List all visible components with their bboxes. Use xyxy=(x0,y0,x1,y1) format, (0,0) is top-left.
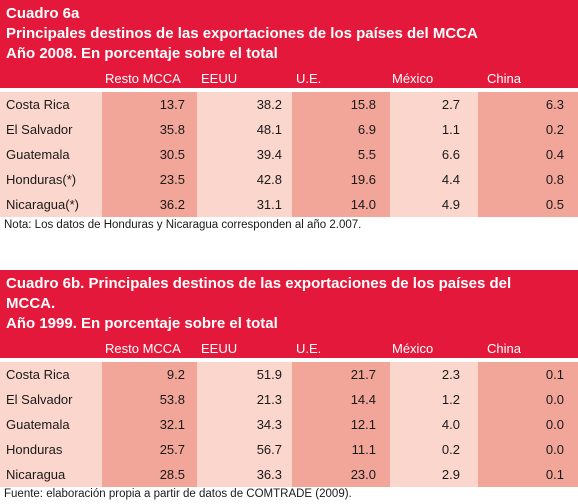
table-6a-title: Cuadro 6a Principales destinos de las ex… xyxy=(0,0,578,70)
row-label: Guatemala xyxy=(0,412,102,437)
col-header-mexico: México xyxy=(392,341,434,356)
col-header-ue: U.E. xyxy=(296,341,322,356)
cell-value: 6.9 xyxy=(292,117,390,142)
col-header-china: China xyxy=(487,341,521,356)
cell-value: 9.2 xyxy=(102,362,197,387)
cell-value: 1.2 xyxy=(390,387,478,412)
table-6a: Cuadro 6a Principales destinos de las ex… xyxy=(0,0,578,217)
cell-value: 4.0 xyxy=(390,412,478,437)
cell-value: 30.5 xyxy=(102,142,197,167)
table-6b-title-line1: Cuadro 6b. Principales destinos de las e… xyxy=(6,275,512,292)
cell-value: 0.0 xyxy=(478,437,578,462)
cell-value: 15.8 xyxy=(292,92,390,117)
cell-value: 38.2 xyxy=(197,92,292,117)
col-header-china: China xyxy=(487,71,521,86)
cell-value: 23.5 xyxy=(102,167,197,192)
cell-value: 48.1 xyxy=(197,117,292,142)
cell-value: 32.1 xyxy=(102,412,197,437)
cell-value: 11.1 xyxy=(292,437,390,462)
cell-value: 51.9 xyxy=(197,362,292,387)
cell-value: 21.7 xyxy=(292,362,390,387)
table-6a-body: Costa Rica 13.7 38.2 15.8 2.7 6.3 El Sal… xyxy=(0,92,578,217)
cell-value: 0.1 xyxy=(478,362,578,387)
cell-value: 25.7 xyxy=(102,437,197,462)
table-6b-title-line2: MCCA. xyxy=(6,295,56,312)
cell-value: 31.1 xyxy=(197,192,292,217)
cell-value: 35.8 xyxy=(102,117,197,142)
cell-value: 23.0 xyxy=(292,462,390,487)
table-6a-title-line3: Año 2008. En porcentaje sobre el total xyxy=(6,45,278,62)
cell-value: 2.7 xyxy=(390,92,478,117)
cell-value: 4.9 xyxy=(390,192,478,217)
col-header-resto-mcca: Resto MCCA xyxy=(105,341,181,356)
row-label: El Salvador xyxy=(0,387,102,412)
cell-value: 39.4 xyxy=(197,142,292,167)
cell-value: 2.3 xyxy=(390,362,478,387)
table-6b-column-headers: Resto MCCA EEUU U.E. México China xyxy=(0,340,578,358)
cell-value: 0.1 xyxy=(478,462,578,487)
row-label: El Salvador xyxy=(0,117,102,142)
table-6b: Cuadro 6b. Principales destinos de las e… xyxy=(0,270,578,487)
cell-value: 56.7 xyxy=(197,437,292,462)
row-label: Honduras(*) xyxy=(0,167,102,192)
cell-value: 0.2 xyxy=(390,437,478,462)
cell-value: 14.0 xyxy=(292,192,390,217)
table-row: El Salvador 35.8 48.1 6.9 1.1 0.2 xyxy=(0,117,578,142)
table-6a-column-headers: Resto MCCA EEUU U.E. México China xyxy=(0,70,578,88)
col-header-eeuu: EEUU xyxy=(201,71,238,86)
cell-value: 5.5 xyxy=(292,142,390,167)
table-row: Costa Rica 9.2 51.9 21.7 2.3 0.1 xyxy=(0,362,578,387)
cell-value: 28.5 xyxy=(102,462,197,487)
row-label: Honduras xyxy=(0,437,102,462)
table-row: Nicaragua 28.5 36.3 23.0 2.9 0.1 xyxy=(0,462,578,487)
cell-value: 21.3 xyxy=(197,387,292,412)
cell-value: 36.3 xyxy=(197,462,292,487)
table-6b-title-line3: Año 1999. En porcentaje sobre el total xyxy=(6,315,278,332)
col-header-resto-mcca: Resto MCCA xyxy=(105,71,181,86)
cell-value: 6.3 xyxy=(478,92,578,117)
table-6a-title-line1: Cuadro 6a xyxy=(6,5,80,22)
cell-value: 19.6 xyxy=(292,167,390,192)
cell-value: 1.1 xyxy=(390,117,478,142)
cell-value: 14.4 xyxy=(292,387,390,412)
row-label: Costa Rica xyxy=(0,362,102,387)
col-header-ue: U.E. xyxy=(296,71,322,86)
table-row: Guatemala 32.1 34.3 12.1 4.0 0.0 xyxy=(0,412,578,437)
cell-value: 4.4 xyxy=(390,167,478,192)
cell-value: 0.8 xyxy=(478,167,578,192)
table-6a-title-line2: Principales destinos de las exportacione… xyxy=(6,25,478,42)
table-row: Guatemala 30.5 39.4 5.5 6.6 0.4 xyxy=(0,142,578,167)
cell-value: 13.7 xyxy=(102,92,197,117)
cell-value: 12.1 xyxy=(292,412,390,437)
cell-value: 53.8 xyxy=(102,387,197,412)
table-row: Honduras(*) 23.5 42.8 19.6 4.4 0.8 xyxy=(0,167,578,192)
cell-value: 34.3 xyxy=(197,412,292,437)
cell-value: 0.4 xyxy=(478,142,578,167)
cell-value: 2.9 xyxy=(390,462,478,487)
table-row: El Salvador 53.8 21.3 14.4 1.2 0.0 xyxy=(0,387,578,412)
table-6b-source: Fuente: elaboración propia a partir de d… xyxy=(4,488,352,500)
row-label: Costa Rica xyxy=(0,92,102,117)
cell-value: 36.2 xyxy=(102,192,197,217)
cell-value: 0.0 xyxy=(478,412,578,437)
cell-value: 42.8 xyxy=(197,167,292,192)
table-6a-note: Nota: Los datos de Honduras y Nicaragua … xyxy=(4,219,362,231)
cell-value: 6.6 xyxy=(390,142,478,167)
table-row: Nicaragua(*) 36.2 31.1 14.0 4.9 0.5 xyxy=(0,192,578,217)
table-row: Honduras 25.7 56.7 11.1 0.2 0.0 xyxy=(0,437,578,462)
table-6b-title: Cuadro 6b. Principales destinos de las e… xyxy=(0,270,578,340)
cell-value: 0.0 xyxy=(478,387,578,412)
table-6b-body: Costa Rica 9.2 51.9 21.7 2.3 0.1 El Salv… xyxy=(0,362,578,487)
col-header-mexico: México xyxy=(392,71,434,86)
cell-value: 0.5 xyxy=(478,192,578,217)
cell-value: 0.2 xyxy=(478,117,578,142)
row-label: Nicaragua(*) xyxy=(0,192,102,217)
table-row: Costa Rica 13.7 38.2 15.8 2.7 6.3 xyxy=(0,92,578,117)
row-label: Guatemala xyxy=(0,142,102,167)
row-label: Nicaragua xyxy=(0,462,102,487)
col-header-eeuu: EEUU xyxy=(201,341,238,356)
